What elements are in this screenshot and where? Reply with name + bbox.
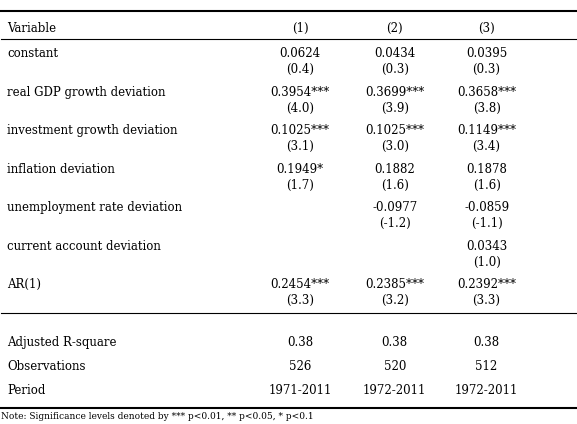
Text: (3.3): (3.3) [473, 294, 501, 307]
Text: 0.2385***: 0.2385*** [365, 278, 424, 291]
Text: 0.0395: 0.0395 [466, 47, 507, 60]
Text: AR(1): AR(1) [7, 278, 41, 291]
Text: 0.3954***: 0.3954*** [271, 86, 329, 99]
Text: Observations: Observations [7, 360, 85, 373]
Text: 0.1882: 0.1882 [374, 163, 415, 176]
Text: 0.3699***: 0.3699*** [365, 86, 424, 99]
Text: (3.1): (3.1) [286, 140, 314, 153]
Text: (1.0): (1.0) [473, 256, 500, 268]
Text: 0.1878: 0.1878 [466, 163, 507, 176]
Text: 526: 526 [289, 360, 311, 373]
Text: 520: 520 [384, 360, 406, 373]
Text: (2): (2) [387, 22, 403, 35]
Text: (3.4): (3.4) [473, 140, 501, 153]
Text: Variable: Variable [7, 22, 56, 35]
Text: (1.6): (1.6) [381, 179, 409, 192]
Text: 1972-2011: 1972-2011 [363, 385, 426, 397]
Text: inflation deviation: inflation deviation [7, 163, 115, 176]
Text: 0.1949*: 0.1949* [276, 163, 324, 176]
Text: (-1.2): (-1.2) [379, 217, 411, 230]
Text: Note: Significance levels denoted by *** p<0.01, ** p<0.05, * p<0.1: Note: Significance levels denoted by ***… [1, 412, 314, 421]
Text: 0.1149***: 0.1149*** [457, 124, 516, 137]
Text: -0.0859: -0.0859 [464, 201, 509, 214]
Text: constant: constant [7, 47, 58, 60]
Text: (3): (3) [478, 22, 495, 35]
Text: (1.6): (1.6) [473, 179, 500, 192]
Text: 0.0434: 0.0434 [374, 47, 415, 60]
Text: Adjusted R-square: Adjusted R-square [7, 336, 117, 349]
Text: (0.3): (0.3) [473, 63, 501, 76]
Text: 0.1025***: 0.1025*** [365, 124, 424, 137]
Text: 0.0343: 0.0343 [466, 240, 507, 253]
Text: 0.38: 0.38 [287, 336, 313, 349]
Text: (3.2): (3.2) [381, 294, 409, 307]
Text: 1971-2011: 1971-2011 [268, 385, 332, 397]
Text: 512: 512 [475, 360, 498, 373]
Text: current account deviation: current account deviation [7, 240, 161, 253]
Text: (3.9): (3.9) [381, 102, 409, 114]
Text: (-1.1): (-1.1) [471, 217, 503, 230]
Text: (0.4): (0.4) [286, 63, 314, 76]
Text: 0.38: 0.38 [381, 336, 408, 349]
Text: (0.3): (0.3) [381, 63, 409, 76]
Text: investment growth deviation: investment growth deviation [7, 124, 178, 137]
Text: (3.0): (3.0) [381, 140, 409, 153]
Text: (1): (1) [291, 22, 308, 35]
Text: -0.0977: -0.0977 [372, 201, 417, 214]
Text: 0.2392***: 0.2392*** [457, 278, 516, 291]
Text: Period: Period [7, 385, 46, 397]
Text: 0.1025***: 0.1025*** [271, 124, 329, 137]
Text: 0.38: 0.38 [474, 336, 500, 349]
Text: (4.0): (4.0) [286, 102, 314, 114]
Text: (3.8): (3.8) [473, 102, 500, 114]
Text: (1.7): (1.7) [286, 179, 314, 192]
Text: real GDP growth deviation: real GDP growth deviation [7, 86, 166, 99]
Text: 0.3658***: 0.3658*** [457, 86, 516, 99]
Text: 0.2454***: 0.2454*** [271, 278, 329, 291]
Text: 0.0624: 0.0624 [279, 47, 321, 60]
Text: unemployment rate deviation: unemployment rate deviation [7, 201, 182, 214]
Text: 1972-2011: 1972-2011 [455, 385, 518, 397]
Text: (3.3): (3.3) [286, 294, 314, 307]
